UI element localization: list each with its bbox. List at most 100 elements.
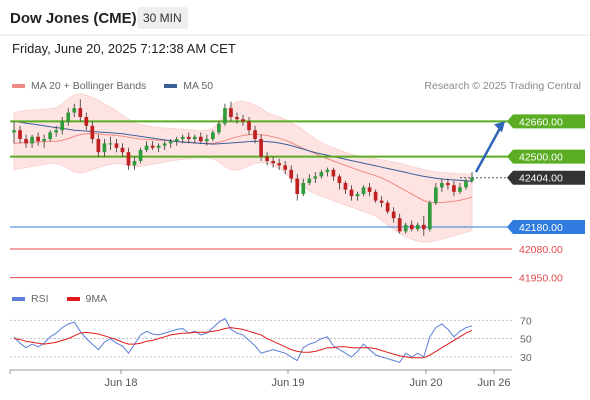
rsi-legend-label: RSI bbox=[31, 293, 49, 305]
ma20-line bbox=[13, 132, 473, 204]
candle bbox=[192, 134, 197, 144]
ma50-line bbox=[13, 120, 473, 182]
candle bbox=[391, 207, 396, 223]
candle bbox=[343, 180, 348, 194]
support-price-tag-5: 41950.00 bbox=[519, 273, 563, 285]
9ma-legend-swatch bbox=[66, 297, 80, 301]
rsi-tick-label-30: 30 bbox=[520, 352, 532, 364]
rsi-legend: RSI 9MA bbox=[12, 293, 107, 305]
rsi-tick-label-70: 70 bbox=[520, 315, 532, 327]
candle bbox=[18, 125, 22, 144]
last-price-tag-2: 42404.00 bbox=[519, 173, 563, 185]
rsi-legend-swatch bbox=[12, 297, 25, 301]
forecast-arrow-shaft bbox=[474, 125, 503, 173]
candle bbox=[337, 174, 342, 190]
candle bbox=[114, 139, 119, 153]
candle bbox=[385, 200, 390, 214]
candle bbox=[84, 112, 89, 131]
candle bbox=[211, 130, 215, 142]
candle bbox=[36, 132, 40, 146]
candle bbox=[132, 156, 137, 170]
candle bbox=[452, 180, 456, 197]
candle bbox=[90, 121, 95, 144]
candle bbox=[421, 216, 426, 236]
candle bbox=[168, 139, 173, 148]
rsi-9ma-line bbox=[13, 327, 473, 359]
candle bbox=[126, 147, 131, 170]
candle bbox=[427, 200, 432, 232]
candle bbox=[325, 167, 330, 177]
copyright-text: Research © 2025 Trading Central bbox=[424, 80, 581, 92]
candle bbox=[24, 134, 28, 148]
candle bbox=[229, 101, 233, 122]
candle bbox=[373, 189, 378, 203]
rsi-line bbox=[13, 317, 473, 363]
pivot-price-tag-bg-3 bbox=[507, 220, 585, 234]
candle bbox=[150, 141, 155, 150]
candle bbox=[108, 136, 113, 150]
candle bbox=[403, 222, 408, 234]
candle bbox=[198, 132, 203, 144]
candle bbox=[433, 183, 438, 205]
candle bbox=[42, 134, 46, 148]
candle bbox=[72, 103, 77, 117]
candle bbox=[30, 134, 34, 148]
candle bbox=[78, 99, 83, 122]
x-axis-label-jun20: Jun 20 bbox=[409, 377, 443, 389]
candle bbox=[397, 213, 402, 234]
candle bbox=[253, 125, 257, 144]
pivot-price-tag-3: 42180.00 bbox=[519, 222, 563, 234]
candle bbox=[277, 158, 282, 170]
candle bbox=[48, 130, 53, 142]
candle bbox=[96, 134, 101, 157]
candle bbox=[295, 174, 300, 201]
x-axis-label-jun19: Jun 19 bbox=[271, 377, 305, 389]
candle bbox=[301, 178, 306, 197]
resistance-price-tag-0: 42660.00 bbox=[519, 116, 563, 128]
candle bbox=[313, 172, 318, 183]
candle bbox=[259, 134, 263, 161]
support-price-tag-4: 42080.00 bbox=[519, 244, 563, 256]
candle bbox=[174, 136, 179, 146]
candle bbox=[355, 191, 360, 201]
candle bbox=[180, 134, 185, 144]
resistance-price-tag-bg-0 bbox=[507, 114, 585, 129]
main-legend: MA 20 + Bollinger Bands MA 50 bbox=[12, 80, 213, 92]
candle bbox=[204, 134, 209, 146]
x-axis-label-jun18: Jun 18 bbox=[104, 377, 138, 389]
ma50-legend-swatch bbox=[164, 84, 178, 88]
candle bbox=[156, 143, 161, 153]
candle bbox=[162, 141, 167, 150]
candle bbox=[289, 165, 294, 183]
candle bbox=[446, 178, 450, 190]
ma20-legend-swatch bbox=[12, 84, 25, 88]
candle bbox=[349, 185, 354, 201]
candle bbox=[470, 172, 474, 183]
timestamp: Friday, June 20, 2025 7:12:38 AM CET bbox=[12, 41, 236, 56]
forecast-arrow-head bbox=[494, 121, 505, 133]
candle bbox=[186, 132, 191, 144]
candle bbox=[138, 147, 143, 164]
candle bbox=[265, 152, 269, 166]
bollinger-band-area bbox=[13, 93, 473, 243]
ma50-legend-label: MA 50 bbox=[183, 80, 214, 92]
candle bbox=[60, 117, 65, 135]
candle bbox=[458, 183, 462, 194]
candle bbox=[307, 174, 312, 186]
candle bbox=[409, 220, 414, 232]
resistance-price-tag-bg-1 bbox=[507, 149, 585, 164]
timeframe-badge[interactable]: 30 MIN bbox=[137, 7, 188, 29]
candle bbox=[440, 178, 444, 192]
candle bbox=[415, 222, 420, 232]
candle bbox=[235, 112, 239, 124]
candle bbox=[12, 121, 16, 144]
candle bbox=[283, 161, 288, 175]
candle bbox=[102, 139, 107, 157]
last-price-tag-bg-2 bbox=[507, 170, 585, 185]
candle bbox=[271, 156, 275, 168]
candle bbox=[241, 114, 245, 126]
candle bbox=[361, 185, 366, 197]
candle bbox=[247, 117, 251, 135]
ma20-legend-label: MA 20 + Bollinger Bands bbox=[31, 80, 147, 92]
